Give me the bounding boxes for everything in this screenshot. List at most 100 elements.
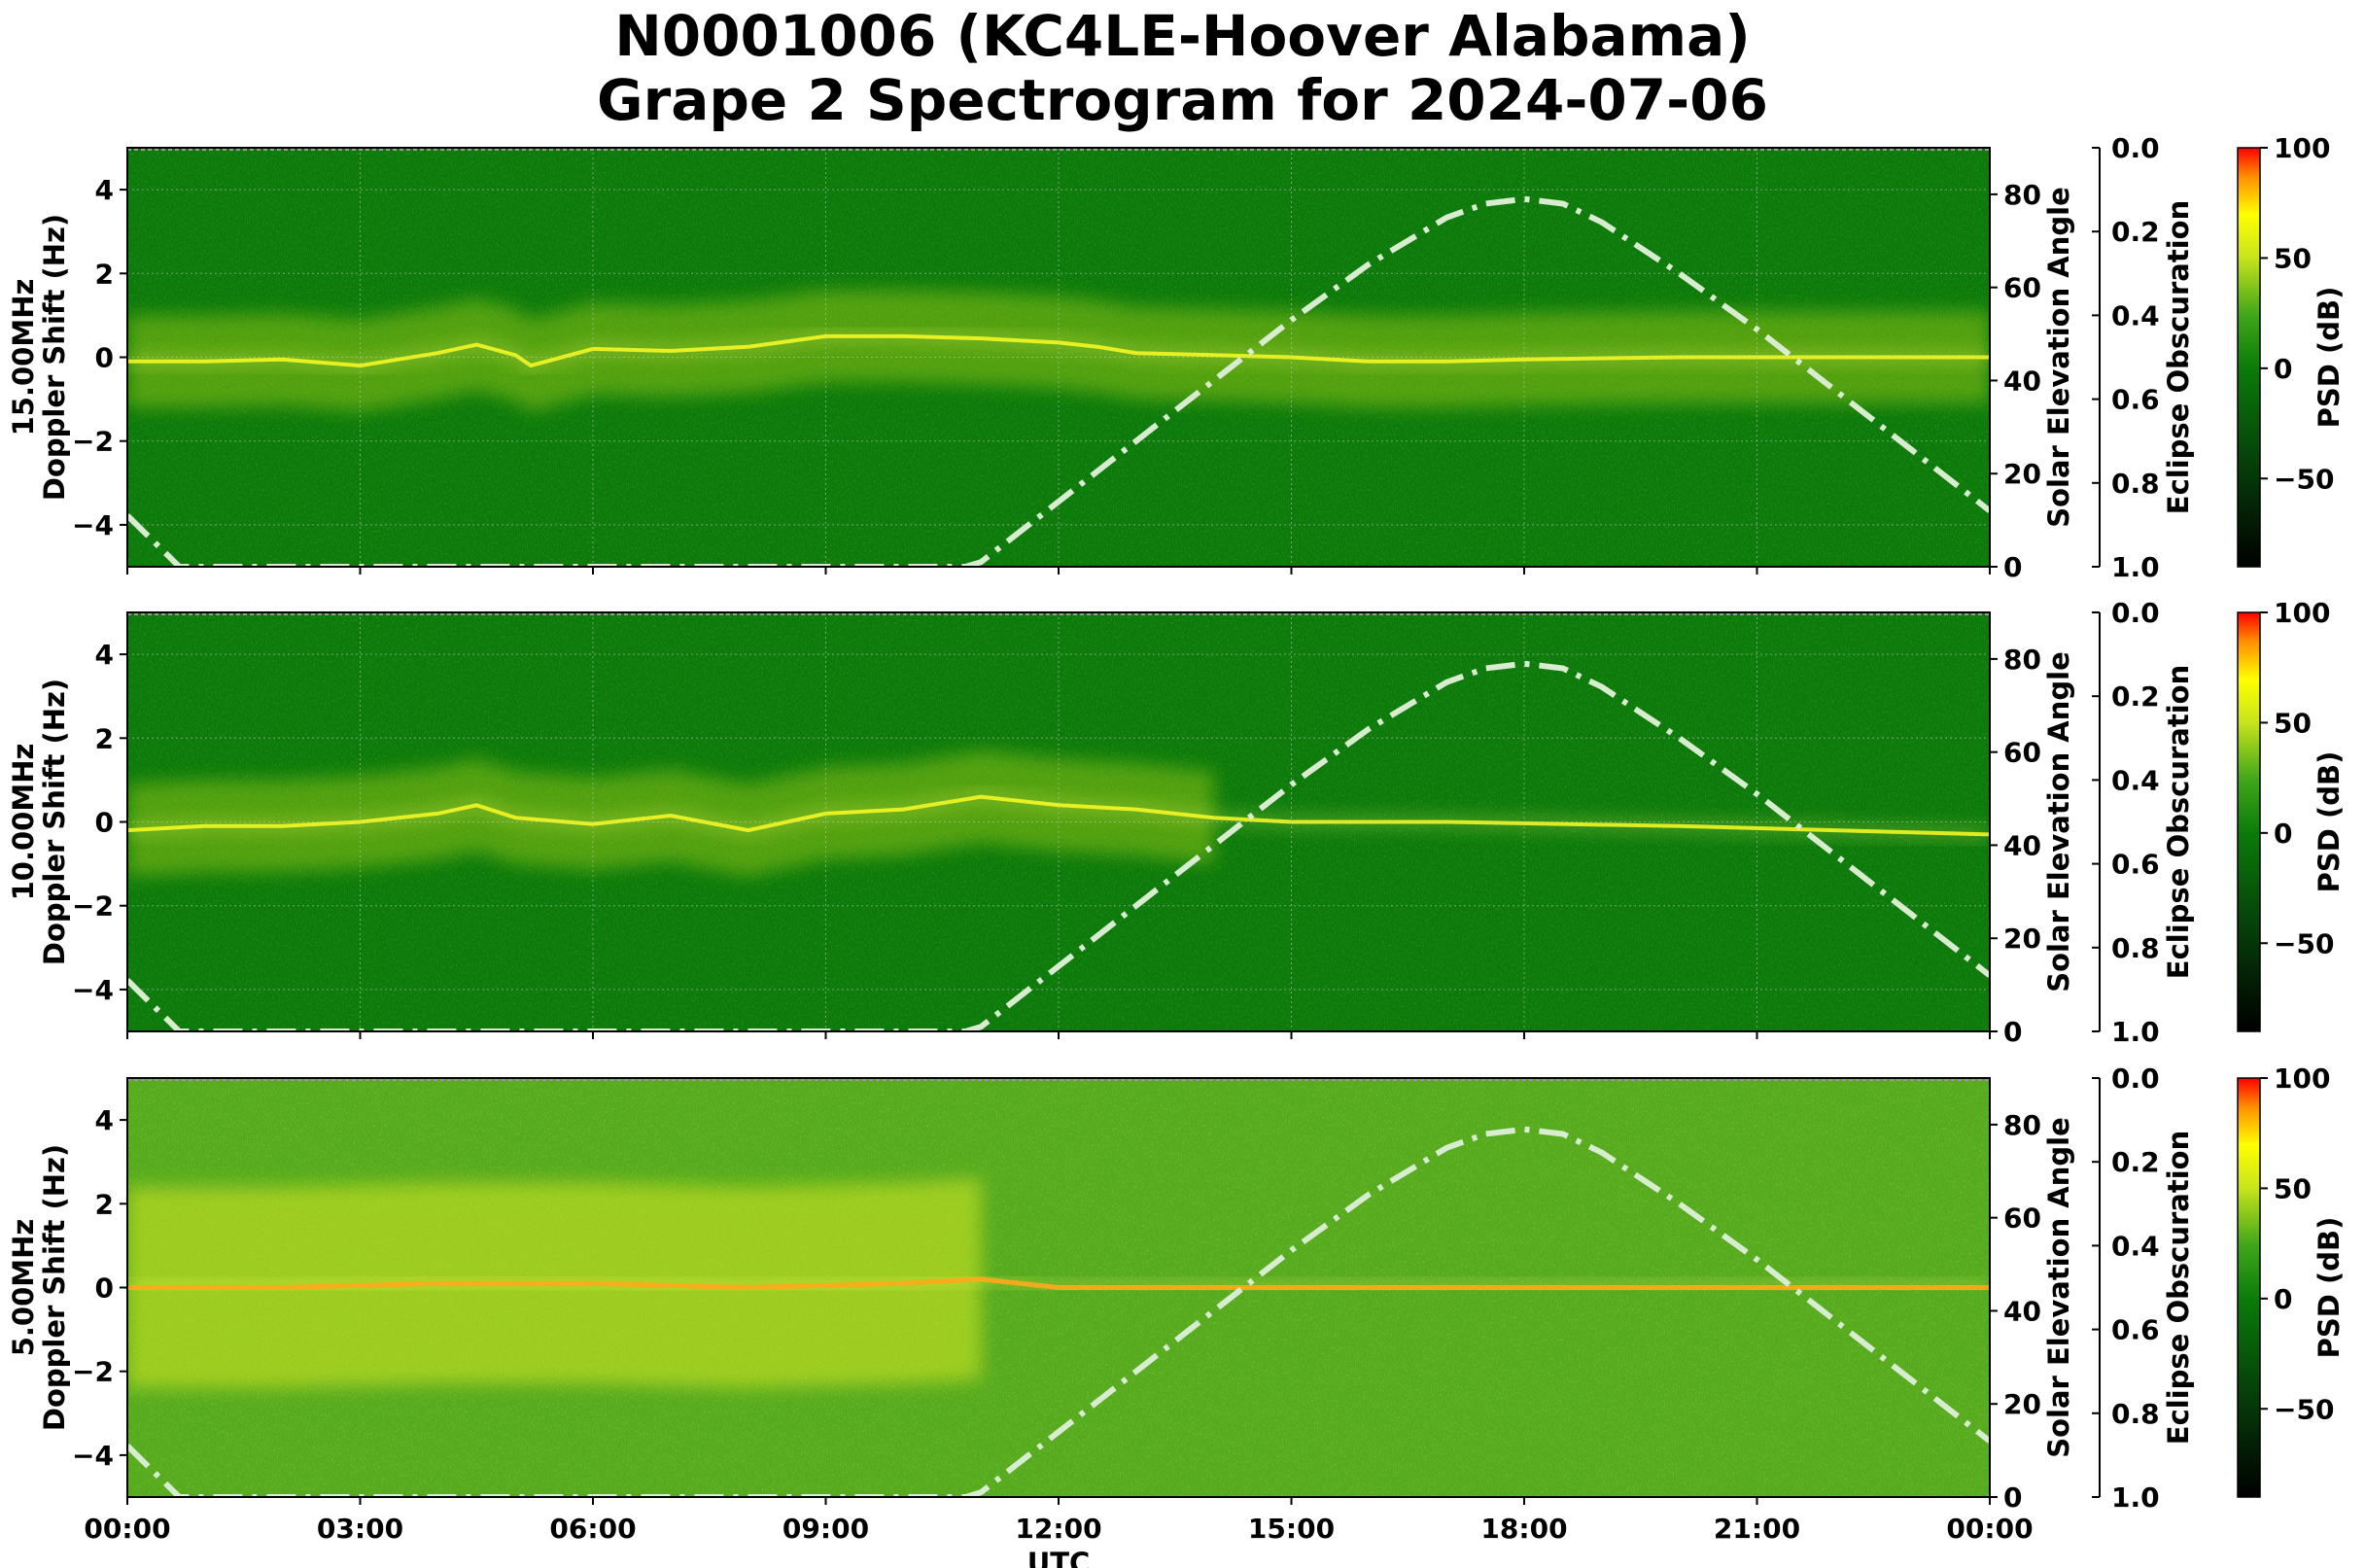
solar-tick-label: 20 — [2003, 458, 2041, 490]
eclipse-obscuration-title: Eclipse Obscuration — [2162, 1131, 2195, 1445]
colorbar-tick-label: 0 — [2274, 818, 2292, 850]
x-tick-label: 18:00 — [1480, 1513, 1567, 1545]
colorbar-tick-label: −50 — [2274, 1393, 2334, 1425]
obscuration-tick-label: 0.6 — [2111, 384, 2160, 416]
psd-colorbar-title: PSD (dB) — [2313, 287, 2346, 429]
colorbar-tick-label: 50 — [2274, 707, 2312, 739]
psd-colorbar — [2237, 147, 2261, 568]
title-line-1: N0001006 (KC4LE-Hoover Alabama) — [614, 3, 1751, 69]
psd-colorbar-title: PSD (dB) — [2313, 751, 2346, 893]
y-tick-label: 4 — [95, 639, 114, 671]
psd-colorbar — [2237, 611, 2261, 1032]
eclipse-obscuration-title: Eclipse Obscuration — [2162, 665, 2195, 979]
carrier-trace-halo — [127, 331, 1990, 371]
eclipse-obscuration-title: Eclipse Obscuration — [2162, 200, 2195, 514]
title-line-2: Grape 2 Spectrogram for 2024-07-06 — [597, 67, 1768, 133]
solar-elevation-curve — [127, 195, 1990, 567]
x-tick-label: 00:00 — [1946, 1513, 2033, 1545]
solar-elevation-curve — [127, 1126, 1990, 1497]
colorbar-tick-label: 100 — [2274, 1063, 2330, 1095]
colorbar-tick-label: 0 — [2274, 353, 2292, 385]
x-tick-label: 15:00 — [1248, 1513, 1335, 1545]
solar-tick-label: 20 — [2003, 923, 2041, 955]
colorbar-tick-label: 50 — [2274, 1172, 2312, 1204]
obscuration-tick-label: 0.0 — [2111, 597, 2160, 629]
y-tick-label: 0 — [95, 807, 114, 839]
solar-tick-label: 40 — [2003, 365, 2041, 397]
solar-elevation-title: Solar Elevation Angle — [2042, 651, 2075, 993]
y-axis-title: Doppler Shift (Hz) — [38, 1144, 71, 1431]
obscuration-tick-label: 0.8 — [2111, 468, 2160, 500]
x-tick-label: 09:00 — [783, 1513, 869, 1545]
y-axis-title-frequency: 5.00MHz — [7, 1219, 40, 1357]
y-tick-label: 4 — [95, 1104, 114, 1136]
obscuration-tick-label: 0.2 — [2111, 216, 2160, 248]
solar-elevation-title: Solar Elevation Angle — [2042, 1117, 2075, 1458]
obscuration-tick-label: 0.0 — [2111, 1063, 2160, 1095]
x-tick-label: 21:00 — [1714, 1513, 1800, 1545]
spectrogram-area — [127, 1078, 1990, 1497]
x-tick-label: 06:00 — [549, 1513, 636, 1545]
solar-tick-label: 20 — [2003, 1388, 2041, 1420]
x-tick-label: 12:00 — [1015, 1513, 1101, 1545]
spectrogram-area — [127, 148, 1990, 567]
y-axis-title-frequency: 15.00MHz — [7, 279, 40, 436]
solar-tick-label: 60 — [2003, 1202, 2041, 1235]
colorbar-tick-label: −50 — [2274, 463, 2334, 495]
obscuration-tick-label: 1.0 — [2111, 1016, 2160, 1048]
obscuration-tick-label: 0.4 — [2111, 764, 2160, 796]
obscuration-tick-label: 1.0 — [2111, 1481, 2160, 1514]
y-tick-label: 0 — [95, 342, 114, 374]
y-tick-label: −4 — [72, 974, 114, 1006]
solar-tick-label: 80 — [2003, 179, 2041, 211]
solar-elevation-title: Solar Elevation Angle — [2042, 187, 2075, 528]
y-tick-label: 2 — [95, 258, 114, 290]
colorbar-tick-label: 100 — [2274, 597, 2330, 629]
solar-tick-label: 0 — [2003, 1016, 2022, 1048]
carrier-trace-halo — [127, 1273, 1990, 1293]
x-tick-label: 00:00 — [84, 1513, 170, 1545]
obscuration-tick-label: 0.4 — [2111, 1230, 2160, 1262]
psd-colorbar-title: PSD (dB) — [2313, 1217, 2346, 1359]
chart-title: N0001006 (KC4LE-Hoover Alabama) Grape 2 … — [0, 4, 2365, 132]
solar-tick-label: 80 — [2003, 1109, 2041, 1141]
y-axis-title: Doppler Shift (Hz) — [38, 679, 71, 965]
colorbar-tick-label: −50 — [2274, 927, 2334, 959]
obscuration-tick-label: 0.2 — [2111, 1146, 2160, 1178]
psd-colorbar — [2237, 1077, 2261, 1498]
y-tick-label: −2 — [72, 890, 114, 923]
colorbar-tick-label: 0 — [2274, 1283, 2292, 1315]
obscuration-tick-label: 0.8 — [2111, 1398, 2160, 1430]
obscuration-tick-label: 0.2 — [2111, 680, 2160, 713]
solar-elevation-curve — [127, 660, 1990, 1031]
y-tick-label: 4 — [95, 174, 114, 206]
solar-tick-label: 40 — [2003, 829, 2041, 861]
obscuration-tick-label: 0.8 — [2111, 932, 2160, 964]
y-tick-label: −2 — [72, 1356, 114, 1388]
spectrogram-area — [127, 612, 1990, 1031]
solar-tick-label: 0 — [2003, 1481, 2022, 1514]
y-tick-label: −2 — [72, 426, 114, 458]
obscuration-tick-label: 0.6 — [2111, 849, 2160, 881]
y-axis-title-frequency: 10.00MHz — [7, 744, 40, 901]
obscuration-tick-label: 0.4 — [2111, 299, 2160, 331]
colorbar-tick-label: 100 — [2274, 132, 2330, 164]
obscuration-tick-label: 1.0 — [2111, 551, 2160, 583]
colorbar-tick-label: 50 — [2274, 242, 2312, 274]
solar-tick-label: 0 — [2003, 551, 2022, 583]
y-tick-label: −4 — [72, 1440, 114, 1472]
solar-tick-label: 60 — [2003, 272, 2041, 304]
y-tick-label: 0 — [95, 1272, 114, 1305]
x-axis-title: UTC — [1027, 1547, 1091, 1568]
y-axis-title: Doppler Shift (Hz) — [38, 214, 71, 501]
y-tick-label: 2 — [95, 1188, 114, 1220]
y-tick-label: 2 — [95, 722, 114, 754]
x-tick-label: 03:00 — [317, 1513, 403, 1545]
obscuration-tick-label: 0.0 — [2111, 132, 2160, 164]
solar-tick-label: 80 — [2003, 644, 2041, 676]
y-tick-label: −4 — [72, 509, 114, 541]
